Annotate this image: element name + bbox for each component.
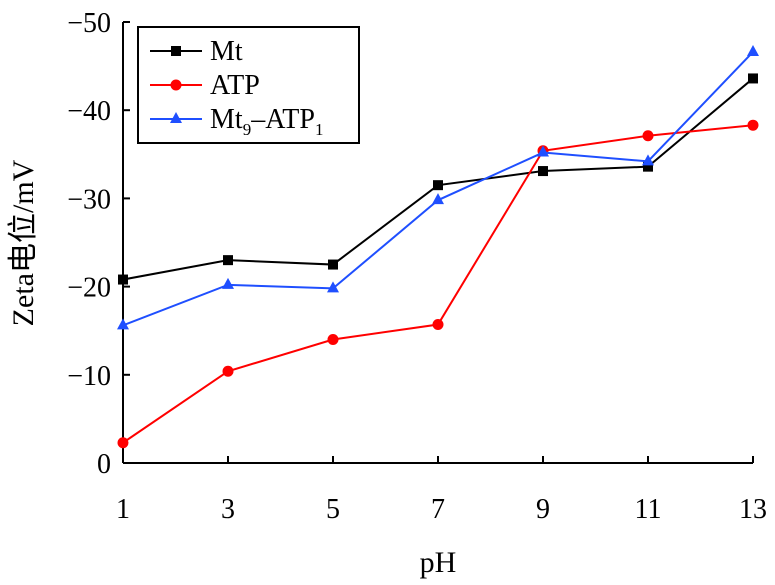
series-layer [117, 44, 759, 449]
data-point-triangle [117, 318, 129, 330]
series-0 [118, 73, 758, 285]
data-point-triangle [747, 44, 759, 56]
data-point-circle [642, 130, 654, 142]
data-point-square [748, 73, 758, 84]
data-point-square [538, 166, 548, 177]
legend-marker-mt9-atp1 [170, 112, 182, 123]
data-point-circle [432, 319, 444, 331]
data-point-circle [117, 437, 129, 449]
legend-label-atp: ATP [210, 70, 260, 101]
legend-marker-atp [170, 79, 182, 91]
data-point-triangle [642, 154, 654, 166]
y-tick-label: −10 [67, 361, 111, 392]
legend-marker-mt [171, 46, 181, 56]
data-point-square [223, 255, 233, 266]
series-line [122, 124, 754, 444]
x-tick-label: 9 [536, 494, 550, 525]
legend-label-mt: Mt [210, 36, 243, 67]
y-tick-label: −30 [67, 184, 111, 215]
legend-label-mt9-sub2: 1 [315, 120, 324, 139]
axes: 1 3 5 7 9 11 130−10−20−30−40−50 [67, 8, 767, 525]
x-tick-label: 5 [326, 494, 340, 525]
x-tick-label: 1 [116, 494, 130, 525]
y-tick-label: −50 [67, 8, 111, 39]
x-tick-label: 3 [221, 494, 235, 525]
y-axis-title: Zeta电位/mV [7, 159, 40, 326]
series-2 [117, 44, 759, 330]
series-1 [117, 119, 759, 449]
y-tick-label: 0 [97, 449, 111, 480]
legend-label-mt9-main: Mt [210, 104, 243, 135]
legend-label-mt9-atp1: Mt9–ATP1 [210, 104, 323, 139]
legend: Mt ATP Mt9–ATP1 [137, 26, 360, 144]
x-tick-label: 13 [739, 494, 767, 525]
data-point-triangle [537, 145, 549, 157]
y-tick-label: −20 [67, 273, 111, 304]
x-tick-label: 11 [635, 494, 662, 525]
data-point-square [328, 259, 338, 270]
data-point-triangle [327, 281, 339, 293]
legend-label-mt9-sub: 9 [243, 120, 252, 139]
legend-label-mt9-mid: –ATP [250, 104, 315, 135]
x-axis-title: pH [420, 546, 457, 579]
data-point-triangle [432, 193, 444, 205]
y-tick-label: −40 [67, 96, 111, 127]
data-point-circle [747, 119, 759, 131]
data-point-square [643, 161, 653, 172]
x-tick-label: 7 [431, 494, 445, 525]
data-point-square [433, 180, 443, 191]
data-point-triangle [222, 277, 234, 289]
data-point-circle [222, 365, 234, 377]
data-point-circle [327, 334, 339, 346]
data-point-square [118, 274, 128, 285]
